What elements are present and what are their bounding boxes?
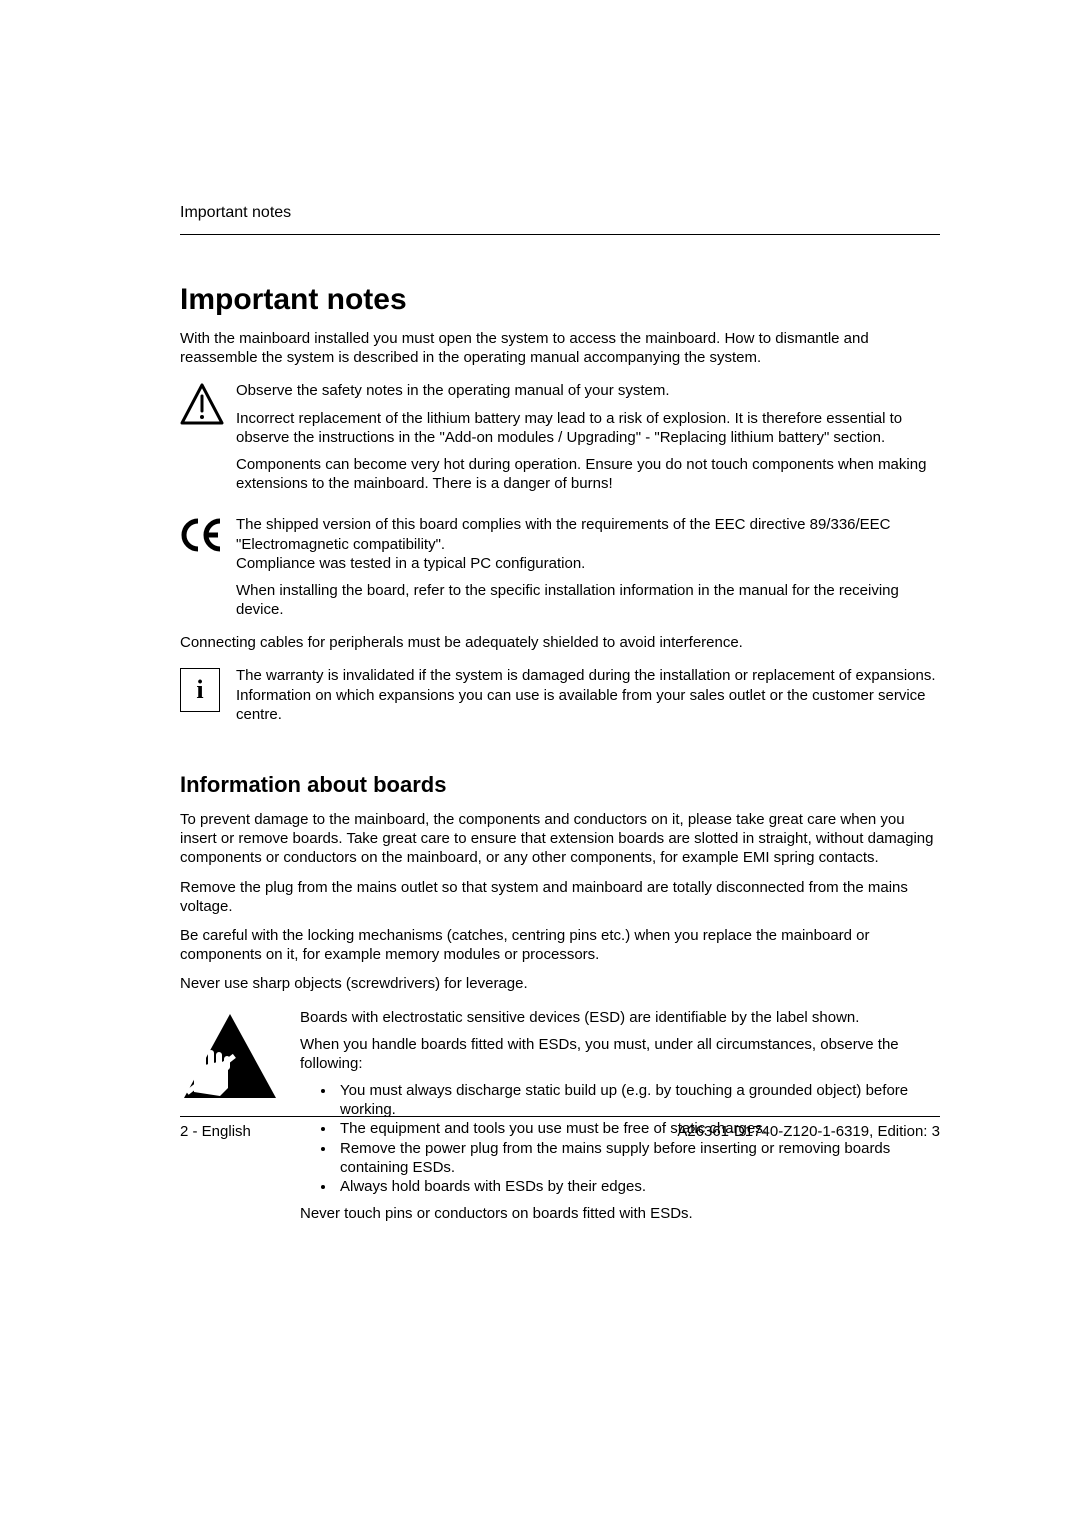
esd-b3: Remove the power plug from the mains sup… xyxy=(336,1139,940,1177)
info-block: i The warranty is invalidated if the sys… xyxy=(180,666,940,732)
ce-mark-icon xyxy=(180,515,236,627)
ce-p2: Compliance was tested in a typical PC co… xyxy=(236,554,940,573)
esd-p3: Never touch pins or conductors on boards… xyxy=(300,1204,940,1223)
warning-text: Observe the safety notes in the operatin… xyxy=(236,381,940,501)
section2-p1: To prevent damage to the mainboard, the … xyxy=(180,810,940,868)
intro-paragraph: With the mainboard installed you must op… xyxy=(180,329,940,367)
info-icon: i xyxy=(180,666,236,732)
esd-b4: Always hold boards with ESDs by their ed… xyxy=(336,1177,940,1196)
info-text: The warranty is invalidated if the syste… xyxy=(236,666,940,732)
warning-p2: Incorrect replacement of the lithium bat… xyxy=(236,409,940,447)
esd-p1: Boards with electrostatic sensitive devi… xyxy=(300,1008,940,1027)
section2-p3: Be careful with the locking mechanisms (… xyxy=(180,926,940,964)
main-heading: Important notes xyxy=(180,283,940,317)
document-page: Important notes Important notes With the… xyxy=(180,204,940,1231)
header-rule xyxy=(180,234,940,235)
section2-heading: Information about boards xyxy=(180,772,940,798)
page-footer: 2 - English A26361-D1740-Z120-1-6319, Ed… xyxy=(180,1116,940,1140)
ce-p3: When installing the board, refer to the … xyxy=(236,581,940,619)
section2-p4: Never use sharp objects (screwdrivers) f… xyxy=(180,974,940,993)
ce-p1: The shipped version of this board compli… xyxy=(236,515,940,553)
ce-block: The shipped version of this board compli… xyxy=(180,515,940,627)
page-header: Important notes xyxy=(180,204,940,235)
warning-icon xyxy=(180,381,236,501)
header-title: Important notes xyxy=(180,204,940,228)
ce-text: The shipped version of this board compli… xyxy=(236,515,940,627)
warning-p3: Components can become very hot during op… xyxy=(236,455,940,493)
esd-b1: You must always discharge static build u… xyxy=(336,1081,940,1119)
info-p1: The warranty is invalidated if the syste… xyxy=(236,666,940,724)
footer-left: 2 - English xyxy=(180,1123,251,1140)
shielding-para: Connecting cables for peripherals must b… xyxy=(180,633,940,652)
esd-p2: When you handle boards fitted with ESDs,… xyxy=(300,1035,940,1073)
warning-block: Observe the safety notes in the operatin… xyxy=(180,381,940,501)
section2-p2: Remove the plug from the mains outlet so… xyxy=(180,878,940,916)
footer-right: A26361-D1740-Z120-1-6319, Edition: 3 xyxy=(677,1123,940,1140)
warning-p1: Observe the safety notes in the operatin… xyxy=(236,381,940,400)
